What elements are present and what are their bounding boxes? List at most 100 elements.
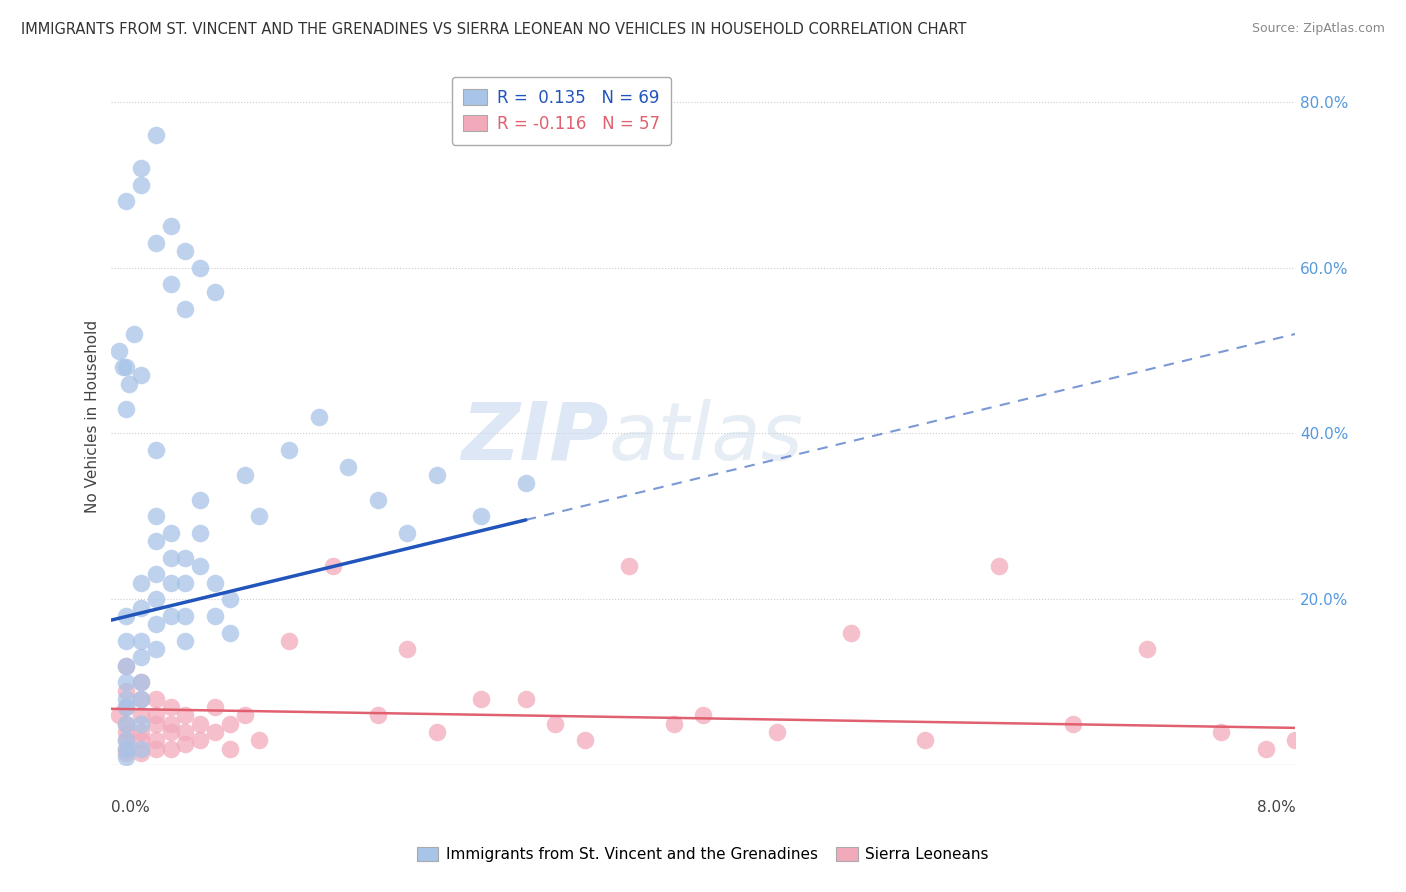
Point <box>174 550 197 565</box>
Point <box>204 725 226 739</box>
Point <box>188 733 211 747</box>
Text: 0.0%: 0.0% <box>111 800 150 815</box>
Point <box>159 608 181 623</box>
Legend: Immigrants from St. Vincent and the Grenadines, Sierra Leoneans: Immigrants from St. Vincent and the Gren… <box>411 841 995 868</box>
Point <box>115 741 138 756</box>
Point <box>1211 725 1233 739</box>
Point <box>118 376 141 391</box>
Point <box>115 700 138 714</box>
Point <box>159 575 181 590</box>
Point <box>249 733 271 747</box>
Point <box>174 244 197 258</box>
Point <box>159 700 181 714</box>
Point <box>129 161 152 175</box>
Legend: R =  0.135   N = 69, R = -0.116   N = 57: R = 0.135 N = 69, R = -0.116 N = 57 <box>451 77 671 145</box>
Point <box>367 708 389 723</box>
Point <box>396 526 419 541</box>
Point <box>204 575 226 590</box>
Point <box>218 716 240 731</box>
Point <box>115 401 138 416</box>
Point <box>115 360 138 375</box>
Point <box>145 642 167 657</box>
Point <box>619 559 641 574</box>
Point <box>129 575 152 590</box>
Point <box>145 534 167 549</box>
Point <box>278 443 301 458</box>
Point <box>115 633 138 648</box>
Point <box>159 741 181 756</box>
Point <box>115 733 138 747</box>
Point <box>145 567 167 582</box>
Point <box>174 708 197 723</box>
Point <box>115 691 138 706</box>
Point <box>129 650 152 665</box>
Point <box>188 526 211 541</box>
Point <box>145 691 167 706</box>
Point <box>129 675 152 690</box>
Point <box>129 368 152 383</box>
Point <box>129 600 152 615</box>
Point <box>122 326 145 341</box>
Point <box>1136 642 1159 657</box>
Text: 8.0%: 8.0% <box>1257 800 1295 815</box>
Point <box>145 733 167 747</box>
Point <box>218 741 240 756</box>
Text: Source: ZipAtlas.com: Source: ZipAtlas.com <box>1251 22 1385 36</box>
Point <box>108 343 131 358</box>
Point <box>233 708 256 723</box>
Point <box>988 559 1011 574</box>
Point <box>914 733 936 747</box>
Point <box>470 691 492 706</box>
Text: IMMIGRANTS FROM ST. VINCENT AND THE GRENADINES VS SIERRA LEONEAN NO VEHICLES IN : IMMIGRANTS FROM ST. VINCENT AND THE GREN… <box>21 22 966 37</box>
Point <box>115 194 138 209</box>
Point <box>115 683 138 698</box>
Point <box>174 608 197 623</box>
Point <box>129 733 152 747</box>
Point <box>188 559 211 574</box>
Point <box>115 733 138 747</box>
Point <box>145 716 167 731</box>
Point <box>692 708 714 723</box>
Point <box>108 708 131 723</box>
Text: atlas: atlas <box>609 399 803 476</box>
Y-axis label: No Vehicles in Household: No Vehicles in Household <box>86 320 100 514</box>
Point <box>145 617 167 632</box>
Point <box>115 700 138 714</box>
Point <box>337 459 360 474</box>
Point <box>204 608 226 623</box>
Point <box>129 716 152 731</box>
Point <box>159 725 181 739</box>
Point <box>115 741 138 756</box>
Point <box>129 691 152 706</box>
Point <box>1254 741 1277 756</box>
Point <box>115 675 138 690</box>
Point <box>204 285 226 300</box>
Point <box>188 716 211 731</box>
Point <box>129 633 152 648</box>
Point <box>1284 733 1306 747</box>
Point <box>145 708 167 723</box>
Point <box>174 301 197 316</box>
Point <box>115 746 138 760</box>
Point <box>145 235 167 250</box>
Point <box>322 559 344 574</box>
Point <box>1062 716 1084 731</box>
Point <box>159 716 181 731</box>
Point <box>249 509 271 524</box>
Point <box>174 738 197 752</box>
Point <box>115 658 138 673</box>
Point <box>129 178 152 192</box>
Point <box>278 633 301 648</box>
Text: ZIP: ZIP <box>461 399 609 476</box>
Point <box>367 492 389 507</box>
Point <box>841 625 863 640</box>
Point <box>129 675 152 690</box>
Point <box>159 526 181 541</box>
Point <box>115 725 138 739</box>
Point <box>145 128 167 142</box>
Point <box>115 750 138 764</box>
Point <box>174 633 197 648</box>
Point <box>766 725 789 739</box>
Point <box>308 409 330 424</box>
Point <box>129 725 152 739</box>
